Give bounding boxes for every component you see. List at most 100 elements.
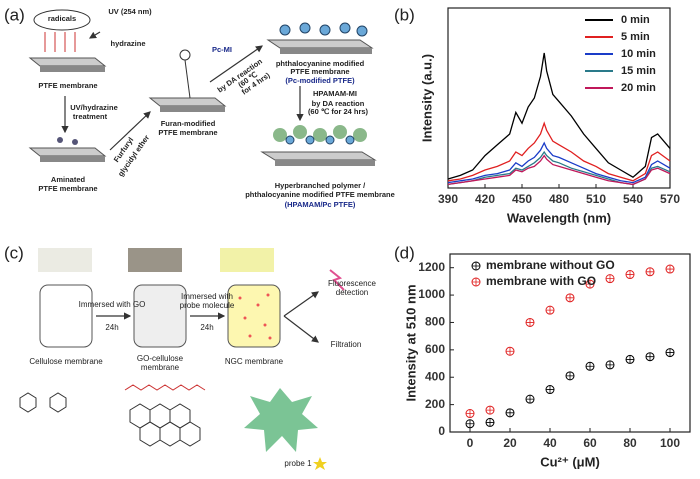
label: Filtration xyxy=(331,340,362,349)
label: NGC membrane xyxy=(225,357,284,366)
label: Immersed with xyxy=(181,292,233,301)
label: phthalocyanine modified PTFE membrane xyxy=(245,190,395,199)
y-axis-label: Intensity (a.u.) xyxy=(419,54,434,142)
label: probe 1 xyxy=(284,459,312,468)
marker-cross xyxy=(506,347,514,356)
x-axis-label: Wavelength (nm) xyxy=(507,210,611,225)
label: detection xyxy=(336,288,368,297)
legend-swatch xyxy=(471,277,481,287)
data-point xyxy=(505,408,515,418)
legend-label: membrane without GO xyxy=(486,258,615,272)
x-tick-label: 450 xyxy=(512,192,532,206)
label: PTFE membrane xyxy=(158,128,217,137)
data-point xyxy=(665,348,675,358)
data-point xyxy=(485,417,495,427)
data-point xyxy=(485,405,495,415)
data-point xyxy=(645,267,655,277)
marker-cross xyxy=(546,306,554,315)
x-tick-label: 80 xyxy=(623,436,637,450)
x-tick-label: 40 xyxy=(543,436,557,450)
marker-cross xyxy=(646,352,654,361)
marker-cross xyxy=(626,355,634,364)
label: Cellulose membrane xyxy=(29,357,103,366)
x-tick-label: 390 xyxy=(438,192,458,206)
marker-cross xyxy=(486,406,494,415)
data-point xyxy=(605,360,615,370)
legend-label: 15 min xyxy=(621,65,656,77)
marker-cross xyxy=(546,385,554,394)
label: PTFE membrane xyxy=(38,81,97,90)
marker-cross xyxy=(472,262,480,270)
label: 24h xyxy=(200,323,213,332)
panel-label: (a) xyxy=(4,5,25,24)
marker-cross xyxy=(506,408,514,417)
spectrum-line xyxy=(447,52,671,180)
data-point xyxy=(525,317,535,327)
panel-c: Immersed with GO 24h Immersed with probe… xyxy=(19,248,377,470)
x-tick-label: 60 xyxy=(583,436,597,450)
label: phthalocyanine modified xyxy=(276,59,365,68)
label: UV/hydrazine xyxy=(70,103,118,112)
marker-cross xyxy=(646,267,654,276)
panel-label: (c) xyxy=(4,243,24,262)
data-point xyxy=(565,293,575,303)
data-point xyxy=(605,274,615,284)
data-point xyxy=(465,409,475,419)
marker-cross xyxy=(566,293,574,302)
label: by DA reaction xyxy=(312,99,365,108)
label: PTFE membrane xyxy=(38,184,97,193)
marker-cross xyxy=(526,395,534,404)
data-point xyxy=(545,305,555,315)
y-tick-label: 0 xyxy=(438,424,445,438)
plot-frame xyxy=(449,253,691,433)
legend-label: 10 min xyxy=(621,48,656,60)
marker-cross xyxy=(666,265,674,274)
y-tick-label: 1200 xyxy=(418,260,445,274)
label: 24h xyxy=(105,323,118,332)
marker-cross xyxy=(526,318,534,327)
label: (HPAMAM/Pc PTFE) xyxy=(285,200,356,209)
y-tick-label: 600 xyxy=(425,342,445,356)
marker-cross xyxy=(586,280,594,289)
data-point xyxy=(665,264,675,274)
y-tick-label: 400 xyxy=(425,369,445,383)
label: Immersed with GO xyxy=(79,300,146,309)
legend-label: 20 min xyxy=(621,82,656,94)
data-point xyxy=(465,419,475,429)
label: radicals xyxy=(48,14,76,23)
x-tick-label: 0 xyxy=(467,436,474,450)
x-tick-label: 570 xyxy=(660,192,680,206)
marker-cross xyxy=(566,371,574,380)
data-point xyxy=(585,279,595,289)
data-point xyxy=(625,354,635,364)
data-point xyxy=(505,346,515,356)
x-tick-label: 540 xyxy=(623,192,643,206)
marker-cross xyxy=(466,409,474,418)
x-tick-label: 20 xyxy=(503,436,517,450)
data-point xyxy=(585,361,595,371)
legend-label: membrane with GO xyxy=(486,274,596,288)
spectrum-line xyxy=(447,141,671,184)
spectrum-line xyxy=(447,154,671,186)
y-tick-label: 1000 xyxy=(418,287,445,301)
y-tick-label: 200 xyxy=(425,397,445,411)
marker-cross xyxy=(606,274,614,283)
data-point xyxy=(525,394,535,404)
x-tick-label: 420 xyxy=(475,192,495,206)
marker-cross xyxy=(586,362,594,371)
panel-label: (b) xyxy=(394,5,415,24)
panel-a: radicals UV (254 nm) hydrazine PTFE memb… xyxy=(28,7,395,209)
marker-cross xyxy=(466,419,474,428)
label: membrane xyxy=(141,363,180,372)
label: PTFE membrane xyxy=(290,67,349,76)
spectrum-line xyxy=(447,121,671,182)
panel-label: (d) xyxy=(394,243,415,262)
legend-label: 5 min xyxy=(621,31,650,43)
label: hydrazine xyxy=(110,39,145,48)
x-tick-label: 480 xyxy=(549,192,569,206)
legend-label: 0 min xyxy=(621,14,650,26)
label: probe molecule xyxy=(180,301,235,310)
data-point xyxy=(565,371,575,381)
label: Aminated xyxy=(51,175,86,184)
